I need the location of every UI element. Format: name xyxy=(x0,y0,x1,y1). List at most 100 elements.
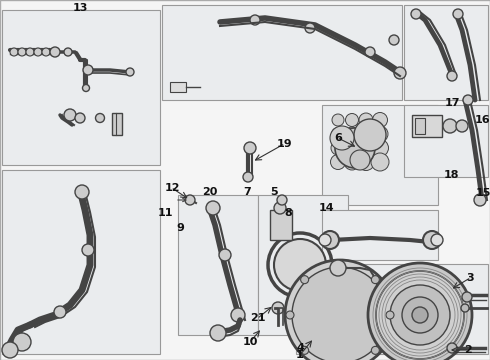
Circle shape xyxy=(96,113,104,122)
Text: 6: 6 xyxy=(334,133,342,143)
Bar xyxy=(404,5,488,100)
Circle shape xyxy=(423,231,441,249)
Circle shape xyxy=(219,249,231,261)
Circle shape xyxy=(330,260,346,276)
Circle shape xyxy=(345,127,359,141)
Circle shape xyxy=(358,140,374,156)
Circle shape xyxy=(390,285,450,345)
Circle shape xyxy=(335,128,375,168)
Circle shape xyxy=(277,195,287,205)
Circle shape xyxy=(274,239,326,291)
Circle shape xyxy=(372,126,388,142)
Circle shape xyxy=(126,68,134,76)
Circle shape xyxy=(376,271,464,359)
Bar xyxy=(412,115,442,137)
Circle shape xyxy=(365,47,375,57)
Circle shape xyxy=(447,343,457,353)
Circle shape xyxy=(50,47,60,57)
Circle shape xyxy=(463,95,473,105)
Bar xyxy=(404,105,488,177)
Bar xyxy=(2,170,160,354)
Text: 20: 20 xyxy=(202,187,218,197)
Circle shape xyxy=(372,112,388,127)
Text: 18: 18 xyxy=(443,170,459,180)
Circle shape xyxy=(371,139,389,157)
Circle shape xyxy=(54,306,66,318)
Circle shape xyxy=(332,127,344,140)
Circle shape xyxy=(359,113,373,127)
Circle shape xyxy=(42,48,50,56)
Text: 5: 5 xyxy=(270,187,278,197)
Circle shape xyxy=(75,185,89,199)
Circle shape xyxy=(231,308,245,322)
Circle shape xyxy=(272,302,284,314)
Text: 7: 7 xyxy=(243,187,251,197)
Circle shape xyxy=(64,48,72,56)
Circle shape xyxy=(83,65,93,75)
Bar xyxy=(2,10,160,165)
Circle shape xyxy=(13,333,31,351)
Text: 15: 15 xyxy=(475,188,490,198)
Circle shape xyxy=(345,113,359,126)
Circle shape xyxy=(82,85,90,91)
Text: 10: 10 xyxy=(243,337,258,347)
Circle shape xyxy=(358,153,374,171)
Bar xyxy=(322,105,438,205)
Circle shape xyxy=(301,276,309,284)
Circle shape xyxy=(371,276,379,284)
Circle shape xyxy=(412,307,428,323)
Circle shape xyxy=(371,153,389,171)
Bar xyxy=(170,82,186,92)
Circle shape xyxy=(332,114,344,126)
Circle shape xyxy=(285,260,395,360)
Text: 2: 2 xyxy=(464,345,472,355)
Text: 21: 21 xyxy=(250,313,266,323)
Circle shape xyxy=(386,311,394,319)
Circle shape xyxy=(292,267,388,360)
Text: 8: 8 xyxy=(284,208,292,218)
Text: 11: 11 xyxy=(157,208,173,218)
Circle shape xyxy=(350,150,370,170)
Circle shape xyxy=(243,172,253,182)
Circle shape xyxy=(82,244,94,256)
Circle shape xyxy=(359,126,373,141)
Bar xyxy=(162,5,402,100)
Circle shape xyxy=(319,234,331,246)
Circle shape xyxy=(443,119,457,133)
Bar xyxy=(270,210,292,240)
Circle shape xyxy=(461,304,469,312)
Text: 1: 1 xyxy=(296,350,304,360)
Circle shape xyxy=(34,48,42,56)
Text: 17: 17 xyxy=(444,98,460,108)
Text: 14: 14 xyxy=(318,203,334,213)
Text: 9: 9 xyxy=(176,223,184,233)
Circle shape xyxy=(321,231,339,249)
Circle shape xyxy=(368,263,472,360)
Circle shape xyxy=(474,194,486,206)
Circle shape xyxy=(250,15,260,25)
Circle shape xyxy=(371,346,379,354)
Circle shape xyxy=(330,154,345,170)
Bar xyxy=(415,118,425,134)
Circle shape xyxy=(462,292,472,302)
Bar xyxy=(296,264,488,354)
Text: 4: 4 xyxy=(296,343,304,353)
Circle shape xyxy=(394,67,406,79)
Circle shape xyxy=(305,23,315,33)
Text: 13: 13 xyxy=(73,3,88,13)
Circle shape xyxy=(286,311,294,319)
Circle shape xyxy=(389,35,399,45)
Circle shape xyxy=(206,201,220,215)
Circle shape xyxy=(10,48,18,56)
Circle shape xyxy=(344,154,360,170)
Bar xyxy=(178,195,258,335)
Circle shape xyxy=(402,297,438,333)
Text: 12: 12 xyxy=(164,183,180,193)
Circle shape xyxy=(431,234,443,246)
Bar xyxy=(258,195,348,335)
Circle shape xyxy=(2,342,18,358)
Circle shape xyxy=(274,202,286,214)
FancyArrowPatch shape xyxy=(178,198,186,202)
Bar xyxy=(322,210,438,260)
Circle shape xyxy=(354,119,386,151)
